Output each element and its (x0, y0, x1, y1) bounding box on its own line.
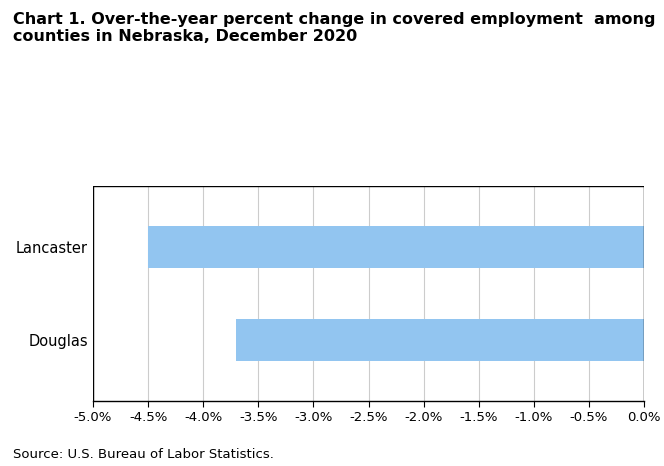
Bar (236, 319, 644, 361)
Text: Chart 1. Over-the-year percent change in covered employment  among  the largest
: Chart 1. Over-the-year percent change in… (13, 12, 664, 44)
Bar (148, 226, 644, 268)
Text: Source: U.S. Bureau of Labor Statistics.: Source: U.S. Bureau of Labor Statistics. (13, 448, 274, 461)
